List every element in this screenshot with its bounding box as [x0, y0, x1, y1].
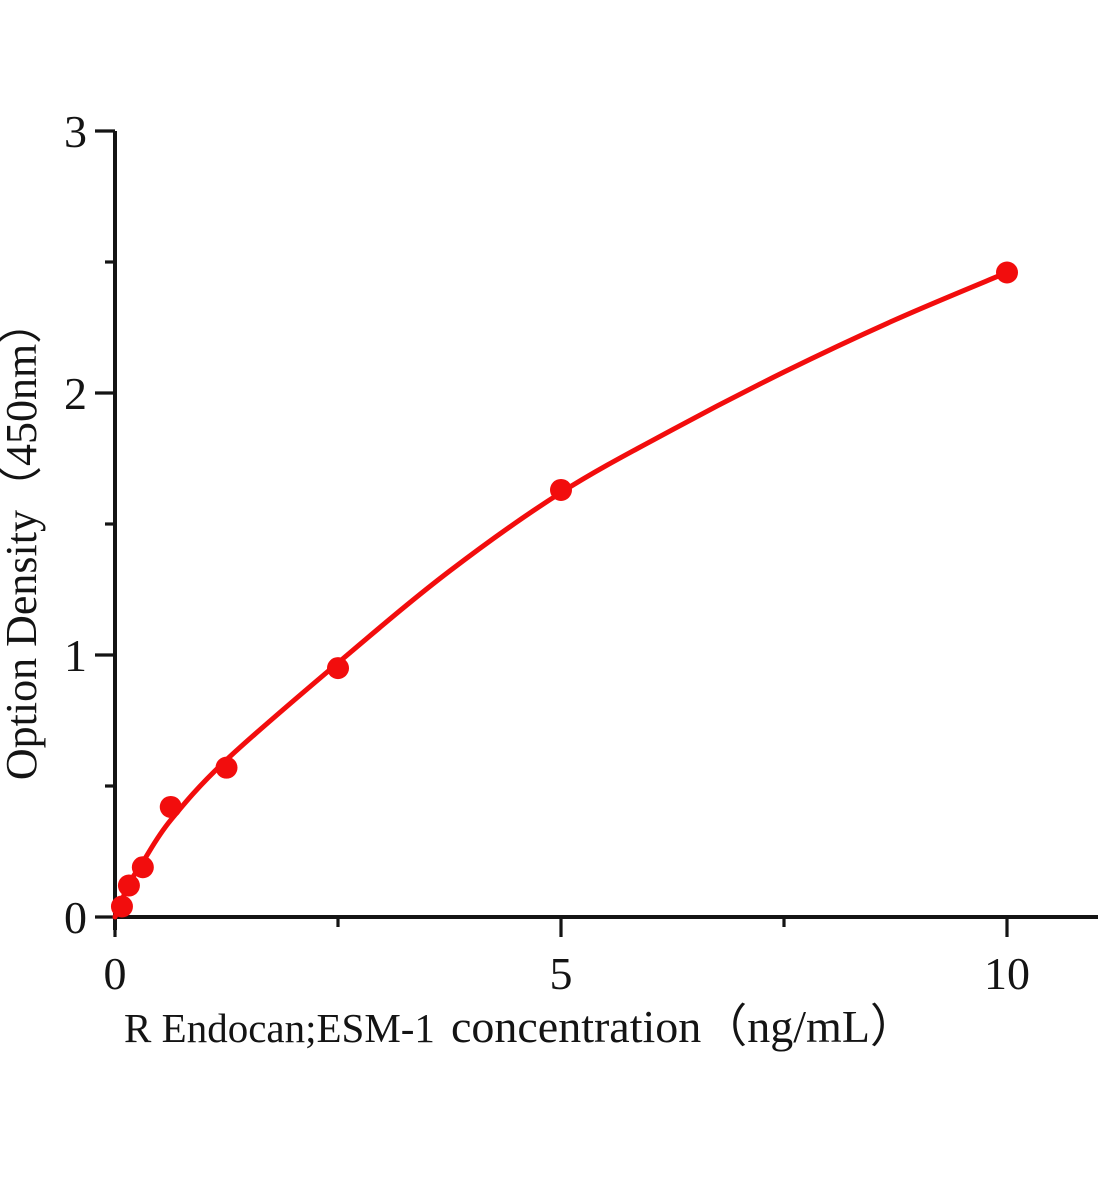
- data-point-marker: [131, 856, 154, 879]
- x-tick-label: 10: [984, 948, 1030, 999]
- data-points: [110, 261, 1018, 918]
- y-tick-label: 3: [64, 106, 87, 157]
- data-point-marker: [117, 874, 140, 897]
- x-tick-label: 5: [550, 948, 573, 999]
- y-tick-label: 1: [64, 630, 87, 681]
- axis-ticks: [95, 129, 1009, 937]
- data-point-marker: [110, 895, 133, 918]
- x-tick-label: 0: [104, 948, 127, 999]
- standard-curve-line: [112, 269, 1010, 920]
- data-point-marker: [159, 795, 182, 818]
- data-point-marker: [550, 478, 572, 501]
- y-tick-label: 0: [64, 892, 87, 943]
- x-axis-label-units: concentration（ng/mL）: [451, 1001, 916, 1052]
- x-axis-label-analyte: R Endocan;ESM-1: [124, 1005, 435, 1051]
- y-axis-label: Option Density（450nm）: [0, 300, 46, 780]
- data-point-marker: [215, 756, 238, 779]
- data-point-marker: [327, 657, 349, 680]
- y-tick-label: 2: [64, 368, 87, 419]
- axes: [113, 131, 1098, 930]
- data-point-marker: [996, 261, 1018, 284]
- tick-labels: 0 1 2 3 0 5 10: [64, 106, 1030, 999]
- x-axis-label: R Endocan;ESM-1 concentration（ng/mL）: [124, 1001, 916, 1052]
